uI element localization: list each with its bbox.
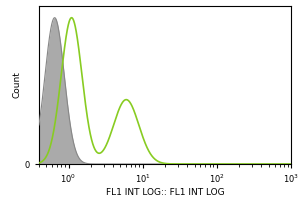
Y-axis label: Count: Count [13,72,22,98]
X-axis label: FL1 INT LOG:: FL1 INT LOG: FL1 INT LOG:: FL1 INT LOG [106,188,224,197]
